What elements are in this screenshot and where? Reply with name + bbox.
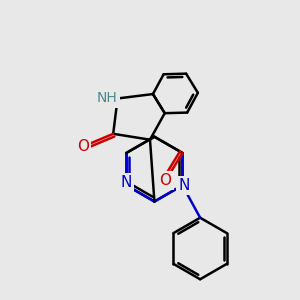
Text: N: N bbox=[178, 178, 190, 193]
Text: O: O bbox=[77, 139, 89, 154]
Text: NH: NH bbox=[97, 92, 118, 106]
Text: N: N bbox=[121, 176, 132, 190]
Text: O: O bbox=[160, 173, 172, 188]
